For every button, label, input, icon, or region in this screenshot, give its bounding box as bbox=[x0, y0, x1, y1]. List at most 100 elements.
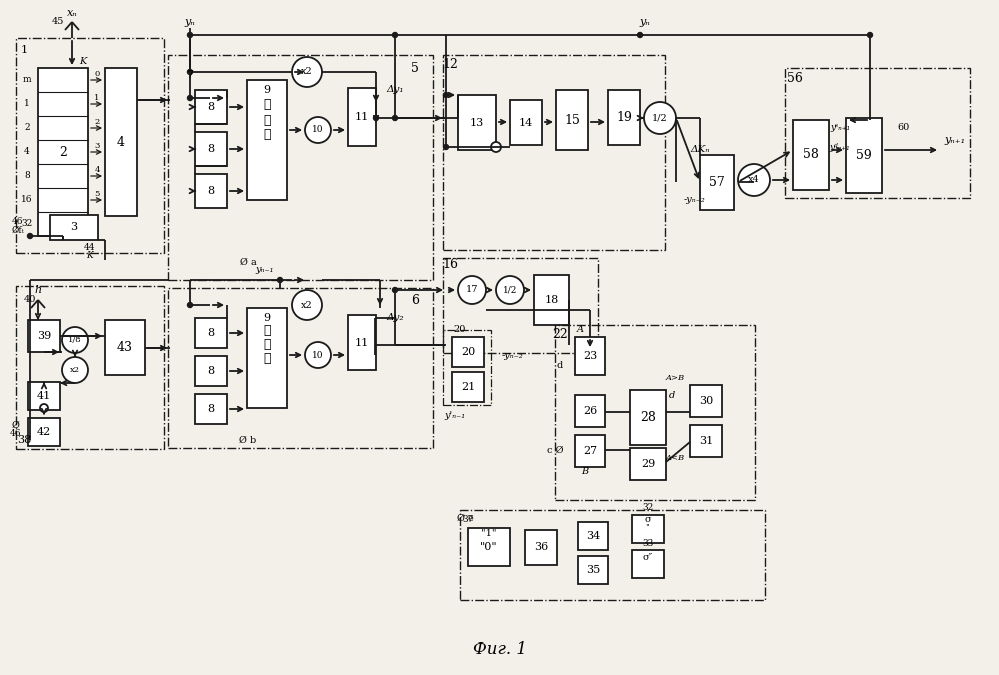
Text: 11: 11 bbox=[355, 338, 369, 348]
Text: '': '' bbox=[645, 523, 650, 531]
Bar bbox=[443, 330, 491, 405]
Bar bbox=[534, 275, 569, 325]
Circle shape bbox=[496, 276, 524, 304]
Circle shape bbox=[188, 302, 193, 308]
Text: A>B: A>B bbox=[665, 374, 684, 382]
Text: yᵈₙ₊₁: yᵈₙ₊₁ bbox=[829, 144, 850, 153]
Text: 15: 15 bbox=[564, 113, 580, 126]
Text: A<B: A<B bbox=[665, 454, 684, 462]
Text: Ø b: Ø b bbox=[240, 435, 257, 445]
Circle shape bbox=[458, 276, 486, 304]
Text: 1/2: 1/2 bbox=[502, 286, 517, 294]
Text: 37: 37 bbox=[463, 516, 474, 524]
Text: 33: 33 bbox=[642, 539, 653, 547]
Text: A: A bbox=[576, 325, 583, 335]
Text: 23: 23 bbox=[582, 351, 597, 361]
Text: 9: 9 bbox=[264, 85, 271, 95]
Bar bbox=[348, 315, 376, 370]
Text: 8: 8 bbox=[208, 186, 215, 196]
Bar bbox=[846, 118, 882, 193]
Circle shape bbox=[491, 142, 501, 152]
Text: 17: 17 bbox=[466, 286, 479, 294]
Text: 10: 10 bbox=[313, 126, 324, 134]
Text: 1: 1 bbox=[20, 45, 28, 55]
Text: ⋯: ⋯ bbox=[264, 323, 271, 337]
Bar bbox=[195, 90, 227, 124]
Bar bbox=[105, 68, 137, 216]
Bar bbox=[578, 522, 608, 550]
Bar bbox=[195, 318, 227, 348]
Bar bbox=[608, 90, 640, 145]
Text: ⋯: ⋯ bbox=[264, 338, 271, 350]
Bar bbox=[38, 68, 88, 236]
Text: 1/2: 1/2 bbox=[652, 113, 668, 122]
Text: yₙ: yₙ bbox=[639, 17, 650, 27]
Text: 57: 57 bbox=[709, 176, 725, 189]
Bar bbox=[348, 88, 376, 146]
Text: 43: 43 bbox=[117, 341, 133, 354]
Bar bbox=[578, 556, 608, 584]
Text: 35: 35 bbox=[585, 565, 600, 575]
Bar bbox=[630, 390, 666, 445]
Text: 1: 1 bbox=[94, 94, 100, 102]
Text: d: d bbox=[669, 391, 675, 400]
Circle shape bbox=[292, 290, 322, 320]
Text: 7: 7 bbox=[187, 70, 194, 80]
Bar bbox=[452, 372, 484, 402]
Text: c Ø: c Ø bbox=[546, 446, 563, 454]
Text: 59: 59 bbox=[856, 149, 872, 162]
Bar bbox=[556, 90, 588, 150]
Text: 2: 2 bbox=[94, 118, 100, 126]
Text: 2: 2 bbox=[59, 146, 67, 159]
Text: d: d bbox=[556, 360, 563, 369]
Text: ⋯: ⋯ bbox=[264, 113, 271, 126]
Text: 1: 1 bbox=[24, 99, 30, 109]
Text: 20: 20 bbox=[461, 347, 476, 357]
Text: 10: 10 bbox=[313, 350, 324, 360]
Text: ⋯: ⋯ bbox=[264, 128, 271, 142]
Bar bbox=[575, 435, 605, 467]
Circle shape bbox=[40, 404, 48, 412]
Bar bbox=[247, 308, 287, 408]
Circle shape bbox=[305, 342, 331, 368]
Bar bbox=[575, 337, 605, 375]
Text: 28: 28 bbox=[640, 411, 656, 424]
Bar bbox=[460, 510, 765, 600]
Bar bbox=[690, 385, 722, 417]
Circle shape bbox=[393, 32, 398, 38]
Bar bbox=[105, 320, 145, 375]
Bar bbox=[28, 418, 60, 446]
Text: 16: 16 bbox=[21, 196, 33, 205]
Text: yₙ₋₁: yₙ₋₁ bbox=[256, 265, 275, 275]
Text: 4: 4 bbox=[117, 136, 125, 148]
Bar bbox=[632, 515, 664, 543]
Text: -yₙ₋₂: -yₙ₋₂ bbox=[502, 350, 523, 360]
Bar bbox=[700, 155, 734, 210]
Bar bbox=[452, 337, 484, 367]
Bar bbox=[168, 288, 433, 448]
Text: 34: 34 bbox=[585, 531, 600, 541]
Text: 12: 12 bbox=[443, 59, 458, 72]
Text: yₙ: yₙ bbox=[185, 17, 196, 27]
Text: 45: 45 bbox=[52, 18, 64, 26]
Text: 44: 44 bbox=[84, 244, 96, 252]
Text: 19: 19 bbox=[616, 111, 632, 124]
Text: 30: 30 bbox=[699, 396, 713, 406]
Circle shape bbox=[278, 277, 283, 283]
Bar bbox=[28, 382, 60, 410]
Bar bbox=[575, 395, 605, 427]
Text: 42: 42 bbox=[37, 427, 51, 437]
Text: 6: 6 bbox=[411, 294, 419, 306]
Circle shape bbox=[188, 70, 193, 74]
Text: 31: 31 bbox=[699, 436, 713, 446]
Text: 8: 8 bbox=[208, 144, 215, 154]
Text: 3: 3 bbox=[71, 223, 78, 232]
Text: 4: 4 bbox=[24, 148, 30, 157]
Text: σ: σ bbox=[644, 516, 651, 524]
Bar bbox=[16, 38, 164, 253]
Text: x2: x2 bbox=[301, 300, 313, 310]
Text: Δy₂: Δy₂ bbox=[387, 313, 404, 323]
Circle shape bbox=[444, 92, 449, 97]
Text: 8: 8 bbox=[208, 328, 215, 338]
Circle shape bbox=[393, 288, 398, 292]
